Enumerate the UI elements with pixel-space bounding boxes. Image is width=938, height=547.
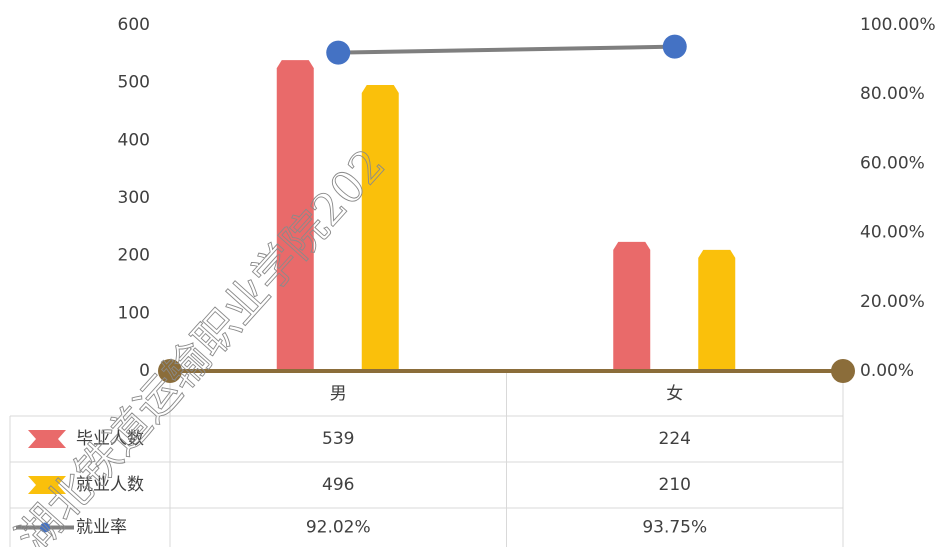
bar [361,84,399,372]
x-tick-label: 男 [330,384,347,404]
legend-key [28,476,66,494]
legend-label: 就业率 [76,518,127,538]
axis-end [831,359,855,383]
y2-tick-label: 60.00% [860,153,925,173]
table-value: 224 [659,429,691,449]
legend-label: 毕业人数 [76,429,144,449]
line [338,44,675,55]
y2-tick-label: 40.00% [860,223,925,243]
line-marker [662,34,687,59]
bar [613,241,651,371]
y-tick-label: 400 [118,130,150,150]
table-value: 496 [322,475,354,495]
y-tick-label: 300 [118,188,150,208]
legend-label: 就业人数 [76,475,144,495]
y-tick-label: 0 [139,361,150,381]
x-tick-label: 女 [666,384,683,404]
table-value: 92.02% [306,518,371,538]
bar [276,60,314,371]
legend-key [28,430,66,448]
y2-tick-label: 80.00% [860,84,925,104]
y-tick-label: 600 [118,15,150,35]
y-tick-label: 200 [118,246,150,266]
bar [698,249,736,371]
y-tick-label: 500 [118,73,150,93]
table-value: 539 [322,429,354,449]
table-value: 210 [659,475,691,495]
y2-tick-label: 100.00% [860,15,936,35]
axis-end [158,359,182,383]
legend-key [40,522,50,533]
y2-tick-label: 0.00% [860,361,914,381]
y2-tick-label: 20.00% [860,292,925,312]
table-value: 93.75% [642,518,707,538]
y-tick-label: 100 [118,303,150,323]
line-marker [326,40,351,65]
